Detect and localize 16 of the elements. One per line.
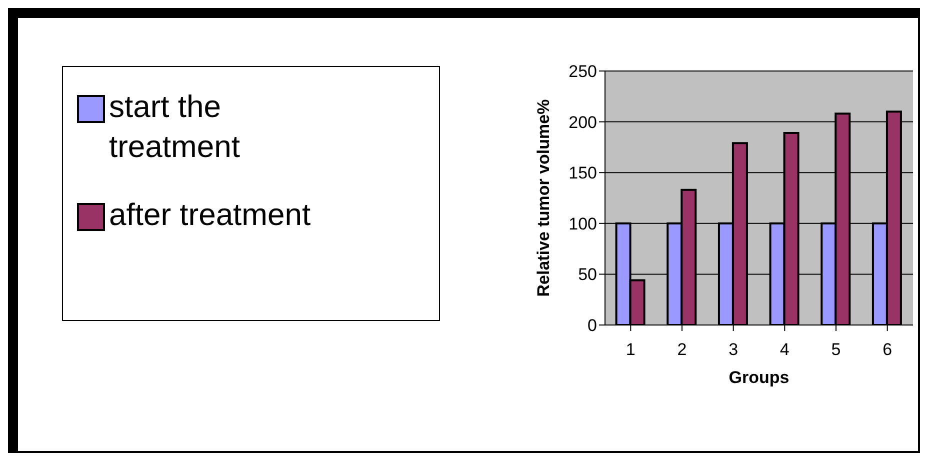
x-tick-label: 2 bbox=[677, 340, 687, 360]
legend-label: after treatment bbox=[109, 196, 312, 234]
y-tick-label: 100 bbox=[568, 214, 597, 234]
y-tick-label: 250 bbox=[568, 62, 597, 82]
y-axis-title: Relative tumor volume% bbox=[534, 99, 554, 297]
x-tick-label: 6 bbox=[882, 340, 892, 360]
x-tick-label: 1 bbox=[626, 340, 636, 360]
y-tick-label: 0 bbox=[588, 316, 597, 336]
x-tick-label: 5 bbox=[831, 340, 841, 360]
y-tick-label: 150 bbox=[568, 164, 597, 183]
x-axis-title: Groups bbox=[728, 368, 790, 387]
x-tick-label: 3 bbox=[728, 340, 738, 360]
y-tick-label: 200 bbox=[568, 112, 597, 132]
legend-label: start the treatment bbox=[109, 88, 241, 166]
y-tick-label: 50 bbox=[578, 265, 597, 284]
x-tick-label: 4 bbox=[780, 340, 790, 360]
